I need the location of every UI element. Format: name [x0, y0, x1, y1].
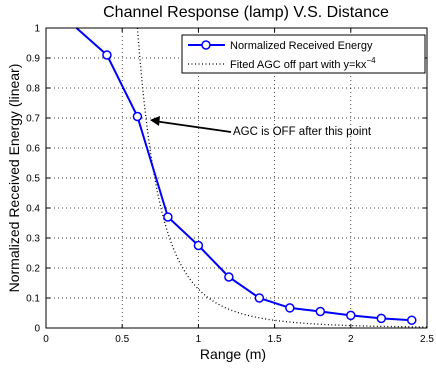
energy-data-point	[376, 313, 387, 324]
x-axis-label: Range (m)	[200, 346, 266, 362]
energy-data-point	[163, 212, 173, 222]
legend-box	[181, 34, 426, 74]
legend-label-fit: Fited AGC off part with y=kx−4	[230, 56, 376, 71]
x-tick-label: 0.5	[115, 334, 129, 345]
y-tick-label: 0.4	[26, 204, 40, 215]
x-axis-ticks: 0 0.5 1 1.5 2 2.5	[43, 28, 434, 345]
legend-label-fit-exponent: −4	[366, 56, 376, 65]
annotation-arrowhead	[150, 116, 160, 126]
x-tick-label: 2	[348, 334, 354, 345]
y-tick-label: 0.1	[26, 294, 40, 305]
y-tick-label: 0.2	[26, 264, 40, 275]
energy-data-point	[132, 111, 143, 122]
energy-data-point	[193, 240, 204, 251]
y-tick-label: 0.7	[26, 114, 40, 125]
x-tick-label: 1.5	[268, 334, 282, 345]
y-tick-label: 0.9	[26, 54, 40, 65]
energy-data-point	[102, 50, 112, 60]
energy-series	[75, 27, 417, 325]
x-tick-label: 1	[196, 334, 202, 345]
annotation: AGC is OFF after this point	[150, 116, 372, 138]
y-tick-label: 0.3	[26, 234, 40, 245]
x-tick-label: 2.5	[420, 334, 434, 345]
legend-label-fit-text: Fited AGC off part with y=kx	[230, 59, 367, 71]
energy-data-point	[407, 315, 417, 325]
legend-marker-energy	[201, 40, 211, 50]
y-tick-label: 1	[34, 24, 40, 35]
chart-title: Channel Response (lamp) V.S. Distance	[103, 4, 389, 21]
energy-data-point	[315, 306, 326, 317]
legend-label-energy: Normalized Received Energy	[230, 40, 373, 52]
y-tick-label: 0	[34, 324, 40, 335]
energy-series-line	[75, 27, 412, 322]
x-tick-label: 0	[43, 334, 49, 345]
y-tick-label: 0.5	[26, 174, 40, 185]
legend: Normalized Received Energy Fited AGC off…	[181, 34, 426, 74]
y-axis-ticks: 0 0.1 0.2 0.3 0.4 0.5 0.6 0.7 0.8 0.9 1	[26, 24, 427, 335]
energy-data-point	[224, 272, 234, 282]
energy-data-point	[254, 293, 265, 303]
y-axis-label: Normalized Received Energy (linear)	[6, 64, 22, 293]
y-tick-label: 0.8	[26, 84, 40, 95]
annotation-arrow-shaft	[153, 120, 232, 133]
energy-data-point	[285, 303, 295, 313]
annotation-text: AGC is OFF after this point	[233, 126, 372, 138]
energy-data-point	[346, 310, 356, 321]
y-tick-label: 0.6	[26, 144, 40, 155]
